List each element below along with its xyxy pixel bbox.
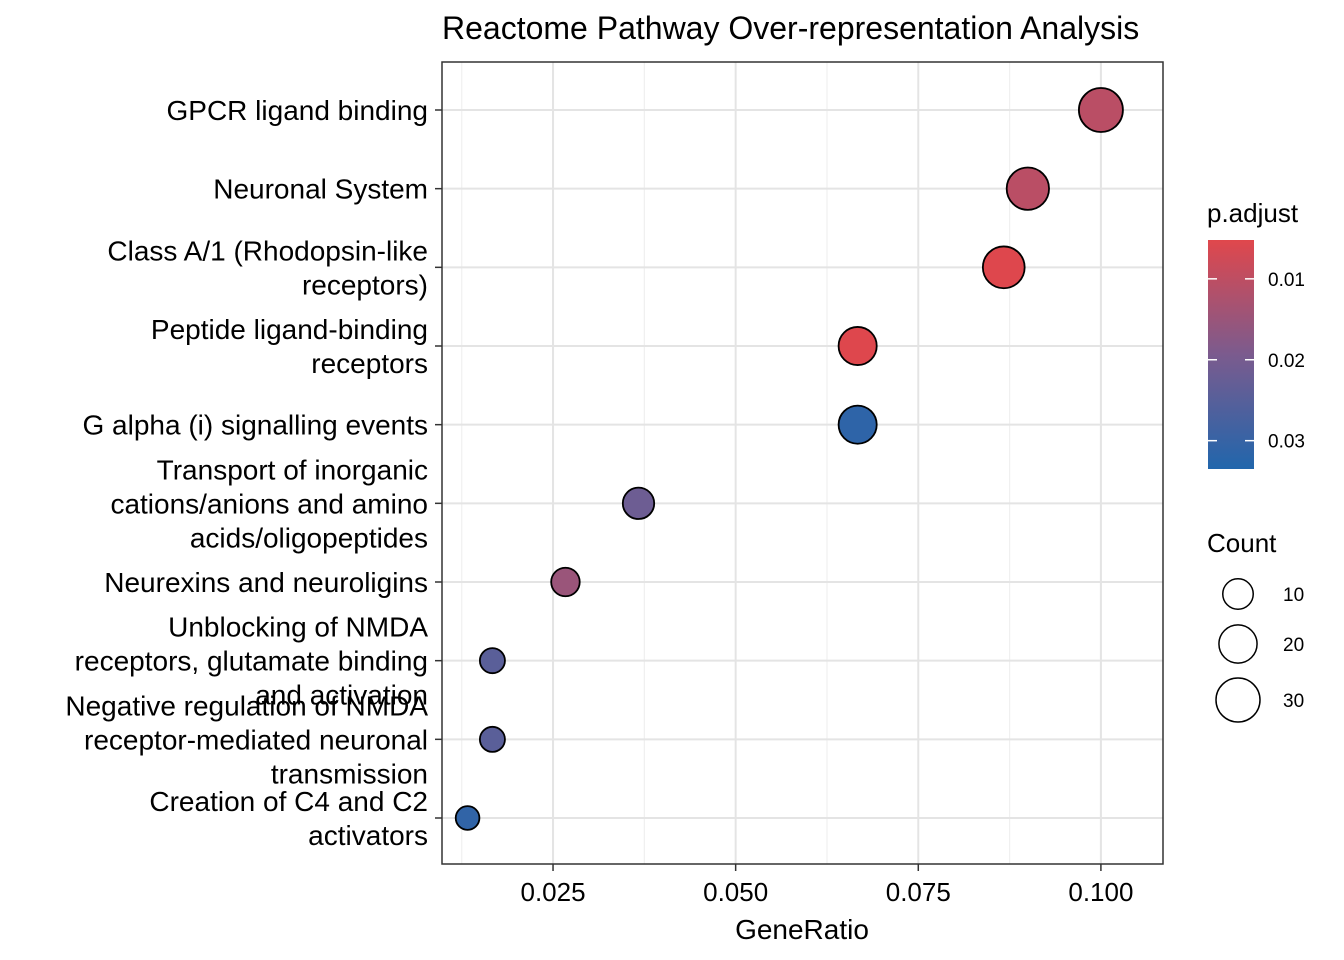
plot-border xyxy=(441,61,1164,865)
y-category-label: receptors, glutamate binding xyxy=(75,646,428,677)
y-category-label: Creation of C4 and C2 xyxy=(149,786,428,817)
size-legend-label: 20 xyxy=(1283,635,1304,656)
y-category-label: cations/anions and amino xyxy=(110,488,428,519)
x-tick-label: 0.050 xyxy=(703,877,768,907)
y-category-label: receptor-mediated neuronal xyxy=(84,724,428,755)
y-category-label: Negative regulation of NMDA xyxy=(65,690,428,721)
y-category-label: Class A/1 (Rhodopsin-like xyxy=(107,235,428,266)
y-category-label: GPCR ligand binding xyxy=(167,95,429,126)
data-point xyxy=(837,404,878,445)
y-category-label: Unblocking of NMDA xyxy=(168,612,428,643)
data-point xyxy=(1005,166,1050,211)
y-category-label: receptors xyxy=(311,348,428,379)
x-axis-ticks: 0.025 0.050 0.075 0.100 xyxy=(520,864,1133,907)
size-legend-key xyxy=(1215,677,1261,723)
size-legend: Count 10 20 30 xyxy=(1207,528,1304,723)
data-point xyxy=(478,647,506,675)
plot-panel xyxy=(442,62,1163,864)
y-axis-labels: GPCR ligand binding Neuronal System Class … xyxy=(65,95,442,851)
data-point xyxy=(981,245,1026,290)
x-tick-label: 0.025 xyxy=(520,877,585,907)
grid-lines xyxy=(442,62,1163,864)
y-category-label: transmission xyxy=(271,758,428,789)
y-category-label: acids/oligopeptides xyxy=(190,522,428,553)
size-legend-title: Count xyxy=(1207,528,1277,558)
color-legend: p.adjust 0.01 0.02 0.03 xyxy=(1207,198,1305,469)
y-category-label: and activation xyxy=(255,680,428,711)
data-point xyxy=(550,566,581,598)
size-legend-label: 30 xyxy=(1283,691,1304,712)
data-points xyxy=(454,87,1124,831)
size-legend-label: 10 xyxy=(1283,585,1304,606)
x-tick-label: 0.075 xyxy=(886,877,951,907)
size-legend-key xyxy=(1222,578,1254,610)
x-axis-label: GeneRatio xyxy=(735,914,869,945)
data-point xyxy=(837,326,878,366)
data-point xyxy=(454,805,481,831)
y-category-label: G alpha (i) signalling events xyxy=(82,410,428,441)
color-legend-label: 0.02 xyxy=(1268,351,1305,372)
data-point xyxy=(1078,87,1124,133)
y-category-label: receptors) xyxy=(302,269,428,300)
chart-title: Reactome Pathway Over-representation Ana… xyxy=(442,10,1139,46)
y-category-label: Neurexins and neuroligins xyxy=(104,567,428,598)
y-category-label: activators xyxy=(308,820,428,851)
y-category-label: Transport of inorganic xyxy=(157,454,428,485)
color-legend-label: 0.01 xyxy=(1268,270,1305,291)
y-category-label: Neuronal System xyxy=(213,174,428,205)
color-legend-label: 0.03 xyxy=(1268,432,1305,453)
color-legend-title: p.adjust xyxy=(1207,198,1299,228)
y-category-label: Peptide ligand-binding xyxy=(151,314,428,345)
data-point xyxy=(478,725,506,753)
size-legend-key xyxy=(1218,624,1258,664)
data-point xyxy=(621,486,656,520)
color-bar xyxy=(1208,240,1254,469)
x-tick-label: 0.100 xyxy=(1068,877,1133,907)
